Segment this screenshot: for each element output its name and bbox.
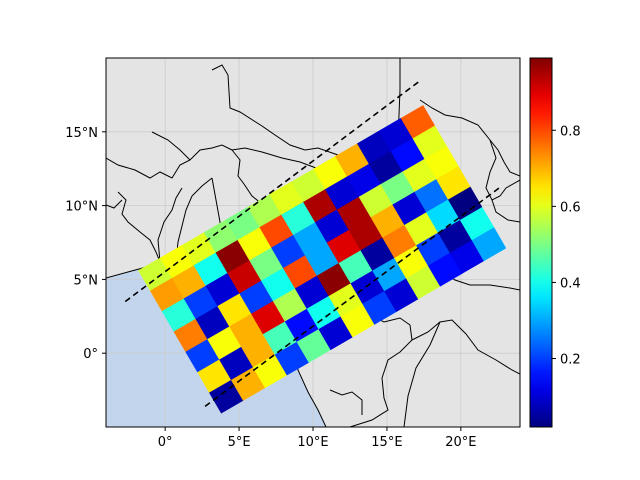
colorbar: 0.2 0.4 0.6 0.8 [530,58,581,427]
y-tick-label: 0° [83,347,98,362]
y-tick-label: 5°N [74,273,99,288]
y-tick-label: 15°N [65,126,98,141]
x-axis: 0° 5°E 10°E 15°E 20°E [158,427,477,450]
x-tick-label: 0° [158,435,173,450]
y-tick-label: 10°N [65,200,98,215]
colorbar-tick-label: 0.6 [560,200,581,215]
colorbar-gradient [530,58,552,427]
x-tick-label: 20°E [445,435,476,450]
colorbar-ticks: 0.2 0.4 0.6 0.8 [552,124,581,367]
map-panel: 0° 5°E 10°E 15°E 20°E 0° 5°N 10°N 15°N [65,58,520,450]
x-tick-label: 15°E [371,435,402,450]
y-axis: 0° 5°N 10°N 15°N [65,126,106,362]
x-tick-label: 5°E [228,435,251,450]
x-tick-label: 10°E [297,435,328,450]
colorbar-tick-label: 0.8 [560,124,581,139]
colorbar-tick-label: 0.4 [560,276,581,291]
colorbar-tick-label: 0.2 [560,353,581,368]
